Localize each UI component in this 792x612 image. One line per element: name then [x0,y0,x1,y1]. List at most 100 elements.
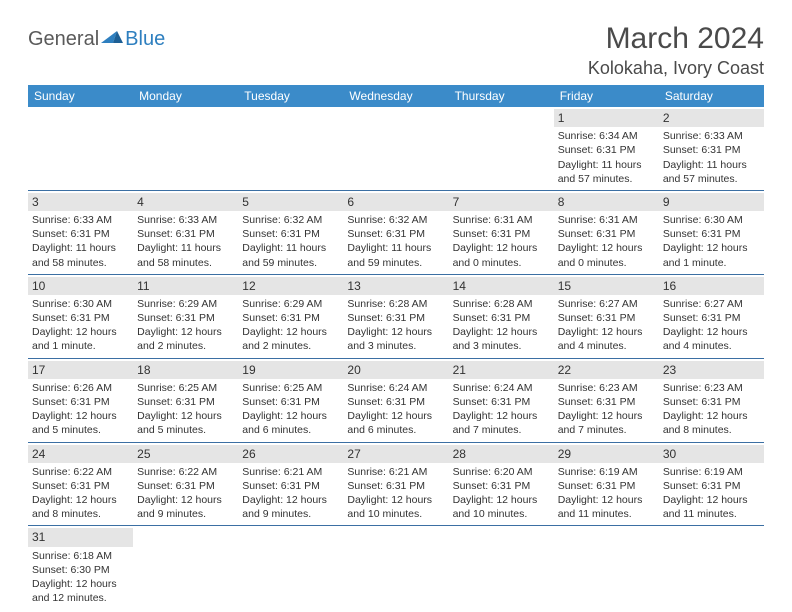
calendar-grid: Sunday Monday Tuesday Wednesday Thursday… [28,85,764,609]
flag-icon [101,29,123,50]
weekday-header: Saturday [659,85,764,107]
sunrise-text: Sunrise: 6:20 AM [453,465,550,479]
empty-cell [343,107,448,190]
day1-text: Daylight: 12 hours [32,493,129,507]
sunrise-text: Sunrise: 6:19 AM [663,465,760,479]
day-cell: 11Sunrise: 6:29 AMSunset: 6:31 PMDayligh… [133,275,238,358]
day-number: 13 [343,277,448,295]
sunrise-text: Sunrise: 6:23 AM [558,381,655,395]
day2-text: and 9 minutes. [137,507,234,521]
day1-text: Daylight: 11 hours [32,241,129,255]
day-cell: 26Sunrise: 6:21 AMSunset: 6:31 PMDayligh… [238,443,343,526]
sunrise-text: Sunrise: 6:21 AM [347,465,444,479]
empty-cell [133,107,238,190]
sunrise-text: Sunrise: 6:31 AM [453,213,550,227]
sunset-text: Sunset: 6:31 PM [558,395,655,409]
day2-text: and 0 minutes. [453,256,550,270]
day-number: 8 [554,193,659,211]
day2-text: and 59 minutes. [242,256,339,270]
day2-text: and 7 minutes. [558,423,655,437]
day-number: 2 [659,109,764,127]
sunset-text: Sunset: 6:31 PM [347,395,444,409]
day1-text: Daylight: 12 hours [32,409,129,423]
day-cell: 4Sunrise: 6:33 AMSunset: 6:31 PMDaylight… [133,191,238,274]
day1-text: Daylight: 12 hours [663,493,760,507]
sunrise-text: Sunrise: 6:28 AM [347,297,444,311]
sunset-text: Sunset: 6:31 PM [32,227,129,241]
sunrise-text: Sunrise: 6:27 AM [663,297,760,311]
sunrise-text: Sunrise: 6:24 AM [453,381,550,395]
day-number: 20 [343,361,448,379]
day2-text: and 7 minutes. [453,423,550,437]
day-cell: 5Sunrise: 6:32 AMSunset: 6:31 PMDaylight… [238,191,343,274]
day-cell: 17Sunrise: 6:26 AMSunset: 6:31 PMDayligh… [28,359,133,442]
day-number: 16 [659,277,764,295]
weekday-header: Friday [554,85,659,107]
day-number: 22 [554,361,659,379]
day2-text: and 59 minutes. [347,256,444,270]
empty-cell [449,107,554,190]
day1-text: Daylight: 11 hours [347,241,444,255]
brand-logo: General Blue [28,28,165,51]
sunrise-text: Sunrise: 6:30 AM [663,213,760,227]
sunset-text: Sunset: 6:31 PM [137,479,234,493]
sunset-text: Sunset: 6:31 PM [558,311,655,325]
day2-text: and 12 minutes. [32,591,129,605]
day1-text: Daylight: 12 hours [663,325,760,339]
day1-text: Daylight: 12 hours [558,493,655,507]
sunrise-text: Sunrise: 6:33 AM [137,213,234,227]
day-number: 11 [133,277,238,295]
day-cell: 13Sunrise: 6:28 AMSunset: 6:31 PMDayligh… [343,275,448,358]
week-row: 1Sunrise: 6:34 AMSunset: 6:31 PMDaylight… [28,107,764,191]
day-number: 7 [449,193,554,211]
day-cell: 1Sunrise: 6:34 AMSunset: 6:31 PMDaylight… [554,107,659,190]
day-number: 29 [554,445,659,463]
week-row: 3Sunrise: 6:33 AMSunset: 6:31 PMDaylight… [28,191,764,275]
day-number: 26 [238,445,343,463]
sunset-text: Sunset: 6:31 PM [453,227,550,241]
day-number: 5 [238,193,343,211]
day2-text: and 3 minutes. [453,339,550,353]
day-cell: 10Sunrise: 6:30 AMSunset: 6:31 PMDayligh… [28,275,133,358]
day2-text: and 11 minutes. [558,507,655,521]
day-number: 18 [133,361,238,379]
day1-text: Daylight: 12 hours [32,577,129,591]
day1-text: Daylight: 12 hours [242,325,339,339]
day2-text: and 0 minutes. [558,256,655,270]
day1-text: Daylight: 11 hours [137,241,234,255]
sunrise-text: Sunrise: 6:33 AM [32,213,129,227]
day-cell: 19Sunrise: 6:25 AMSunset: 6:31 PMDayligh… [238,359,343,442]
sunrise-text: Sunrise: 6:25 AM [242,381,339,395]
day-cell: 18Sunrise: 6:25 AMSunset: 6:31 PMDayligh… [133,359,238,442]
weekday-header: Wednesday [343,85,448,107]
day-cell: 23Sunrise: 6:23 AMSunset: 6:31 PMDayligh… [659,359,764,442]
day-number: 12 [238,277,343,295]
day1-text: Daylight: 11 hours [242,241,339,255]
sunset-text: Sunset: 6:31 PM [663,227,760,241]
day-cell: 15Sunrise: 6:27 AMSunset: 6:31 PMDayligh… [554,275,659,358]
day2-text: and 4 minutes. [558,339,655,353]
sunrise-text: Sunrise: 6:28 AM [453,297,550,311]
calendar-page: General Blue March 2024 Kolokaha, Ivory … [0,0,792,609]
day-number: 17 [28,361,133,379]
sunset-text: Sunset: 6:31 PM [137,227,234,241]
day-cell: 27Sunrise: 6:21 AMSunset: 6:31 PMDayligh… [343,443,448,526]
day1-text: Daylight: 12 hours [558,325,655,339]
sunrise-text: Sunrise: 6:18 AM [32,549,129,563]
weekday-header: Tuesday [238,85,343,107]
day-cell: 12Sunrise: 6:29 AMSunset: 6:31 PMDayligh… [238,275,343,358]
weeks-container: 1Sunrise: 6:34 AMSunset: 6:31 PMDaylight… [28,107,764,609]
day1-text: Daylight: 12 hours [347,409,444,423]
day1-text: Daylight: 12 hours [242,409,339,423]
weekday-header: Thursday [449,85,554,107]
day1-text: Daylight: 12 hours [137,409,234,423]
empty-cell [238,107,343,190]
day2-text: and 8 minutes. [663,423,760,437]
sunrise-text: Sunrise: 6:31 AM [558,213,655,227]
sunrise-text: Sunrise: 6:22 AM [32,465,129,479]
day1-text: Daylight: 12 hours [453,325,550,339]
day2-text: and 58 minutes. [137,256,234,270]
sunset-text: Sunset: 6:31 PM [32,395,129,409]
sunset-text: Sunset: 6:31 PM [242,311,339,325]
sunset-text: Sunset: 6:30 PM [32,563,129,577]
